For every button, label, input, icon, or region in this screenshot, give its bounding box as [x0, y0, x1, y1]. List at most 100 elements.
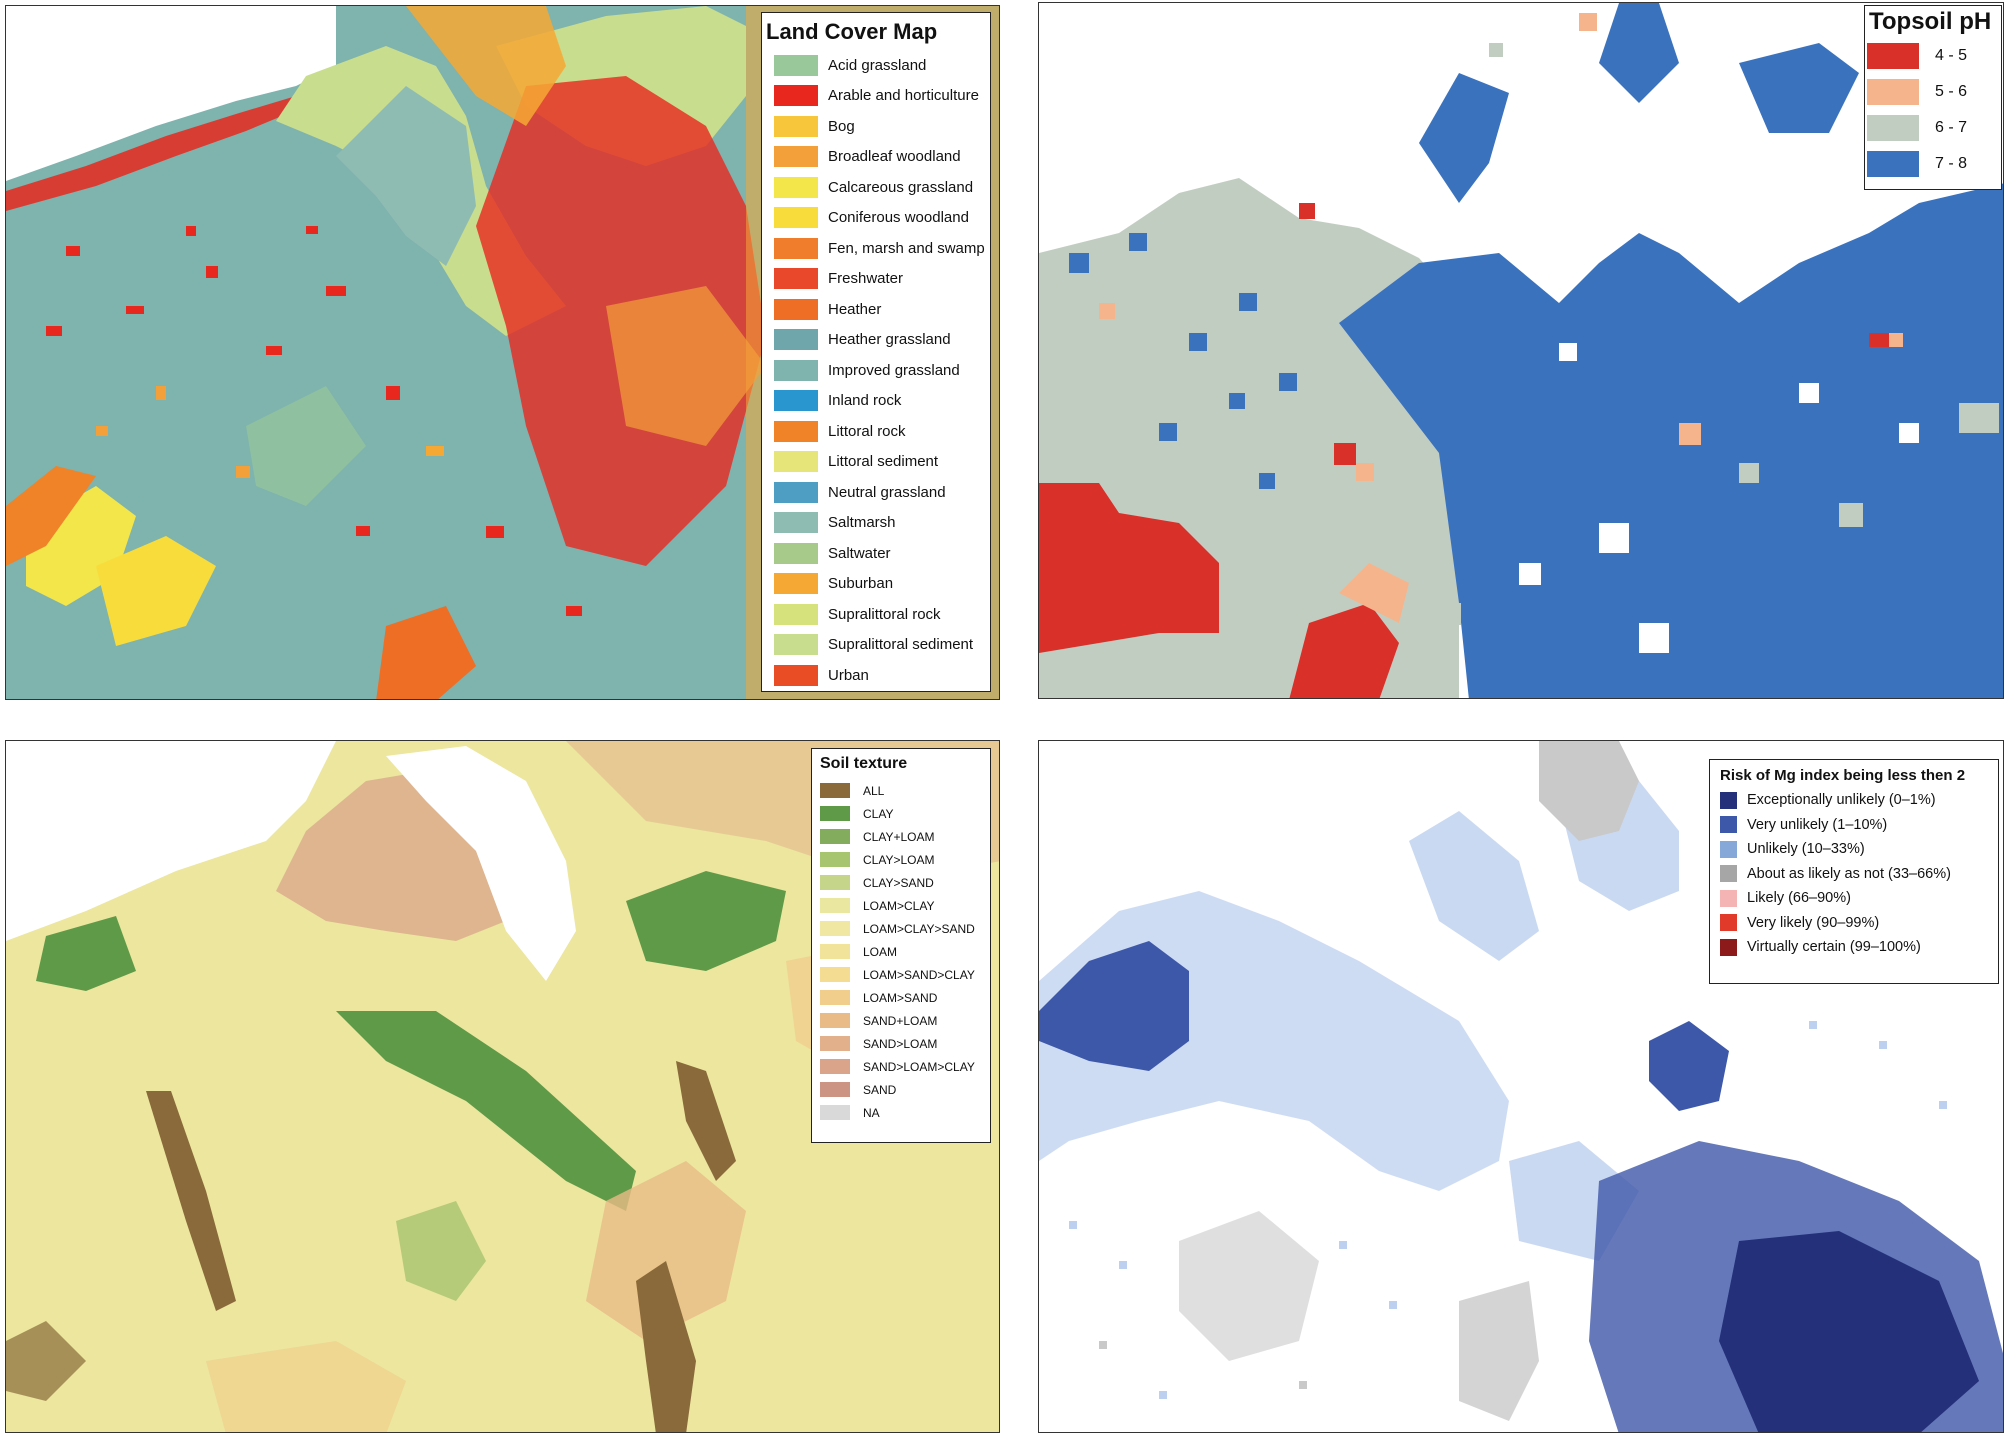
legend-label: Saltwater — [828, 544, 891, 562]
legend-swatch — [1720, 791, 1737, 809]
legend-swatch — [774, 390, 818, 412]
legend-label: CLAY — [863, 806, 894, 821]
legend-swatch — [1720, 816, 1737, 834]
topsoil-ph-map — [1039, 3, 2003, 698]
legend-swatch — [1720, 865, 1737, 883]
legend-entry: LOAM>SAND — [812, 986, 990, 1009]
legend-label: Unlikely (10–33%) — [1747, 841, 1865, 858]
legend-label: 4 - 5 — [1935, 47, 1968, 64]
legend-label: SAND>LOAM — [863, 1036, 938, 1051]
mg-risk-map-panel: Risk of Mg index being less then 2 Excep… — [1038, 740, 2004, 1433]
legend-entry: CLAY — [812, 802, 990, 825]
legend-entry: Very unlikely (1–10%) — [1710, 813, 1998, 838]
legend-swatch — [1867, 151, 1919, 177]
topsoil-ph-legend-rows: 4 - 5 5 - 6 6 - 7 7 - 8 — [1865, 38, 2001, 182]
legend-entry: 4 - 5 — [1865, 38, 2001, 74]
legend-swatch — [1720, 889, 1737, 907]
legend-entry: Virtually certain (99–100%) — [1710, 935, 1998, 960]
legend-swatch — [820, 1036, 850, 1051]
legend-entry: NA — [812, 1101, 990, 1124]
legend-entry: CLAY>LOAM — [812, 848, 990, 871]
legend-entry: About as likely as not (33–66%) — [1710, 862, 1998, 887]
legend-swatch — [774, 603, 818, 625]
legend-label: CLAY>LOAM — [863, 852, 935, 867]
legend-swatch — [774, 237, 818, 259]
legend-swatch — [774, 176, 818, 198]
legend-label: Heather grassland — [828, 331, 951, 349]
legend-entry: 5 - 6 — [1865, 74, 2001, 110]
legend-label: SAND>LOAM>CLAY — [863, 1059, 975, 1074]
legend-entry: Calcareous grassland — [762, 172, 990, 203]
mg-risk-legend: Risk of Mg index being less then 2 Excep… — [1709, 759, 1999, 984]
legend-entry: Broadleaf woodland — [762, 142, 990, 173]
legend-label: Neutral grassland — [828, 483, 946, 501]
legend-entry: LOAM — [812, 940, 990, 963]
soil-texture-legend: Soil texture ALL CLAY CLAY+LOAM CLAY>LOAM CL… — [811, 748, 991, 1143]
legend-entry: Improved grassland — [762, 355, 990, 386]
legend-entry: Arable and horticulture — [762, 81, 990, 112]
legend-swatch — [774, 451, 818, 473]
land-cover-legend-title: Land Cover Map — [766, 19, 938, 44]
legend-entry: Supralittoral sediment — [762, 630, 990, 661]
mg-risk-map — [1039, 741, 2003, 1432]
legend-swatch — [820, 967, 850, 982]
legend-entry: Exceptionally unlikely (0–1%) — [1710, 788, 1998, 813]
legend-swatch — [774, 146, 818, 168]
legend-label: Urban — [828, 666, 869, 684]
legend-label: LOAM>SAND — [863, 990, 938, 1005]
legend-swatch — [774, 359, 818, 381]
legend-swatch — [1867, 43, 1919, 69]
legend-swatch — [774, 85, 818, 107]
topsoil-ph-grid-cells — [1069, 13, 1999, 653]
legend-label: About as likely as not (33–66%) — [1747, 865, 1951, 882]
legend-label: ALL — [863, 783, 885, 798]
legend-label: LOAM>CLAY — [863, 898, 935, 913]
legend-entry: Heather — [762, 294, 990, 325]
legend-entry: Freshwater — [762, 264, 990, 295]
legend-swatch — [820, 875, 850, 890]
legend-swatch — [774, 115, 818, 137]
legend-swatch — [1720, 840, 1737, 858]
legend-label: Fen, marsh and swamp — [828, 239, 985, 257]
legend-entry: Acid grassland — [762, 50, 990, 81]
legend-label: Inland rock — [828, 392, 902, 410]
legend-swatch — [774, 664, 818, 686]
legend-label: Arable and horticulture — [828, 87, 979, 105]
legend-label: Supralittoral sediment — [828, 636, 974, 654]
legend-label: Likely (66–90%) — [1747, 890, 1851, 907]
legend-swatch — [1720, 938, 1737, 956]
legend-swatch — [1867, 79, 1919, 105]
legend-entry: Neutral grassland — [762, 477, 990, 508]
legend-label: Calcareous grassland — [828, 178, 974, 196]
legend-label: Freshwater — [828, 270, 904, 288]
land-cover-legend: Land Cover Map Acid grassland Arable and … — [761, 12, 991, 692]
land-cover-legend-rows: Acid grassland Arable and horticulture Bog… — [762, 50, 990, 691]
legend-entry: SAND>LOAM — [812, 1032, 990, 1055]
legend-swatch — [774, 329, 818, 351]
legend-entry: Likely (66–90%) — [1710, 886, 1998, 911]
legend-entry: Bog — [762, 111, 990, 142]
legend-label: Improved grassland — [828, 361, 960, 379]
legend-swatch — [774, 268, 818, 290]
legend-label: Suburban — [828, 575, 894, 593]
legend-swatch — [820, 852, 850, 867]
legend-label: LOAM>SAND>CLAY — [863, 967, 975, 982]
legend-entry: Very likely (90–99%) — [1710, 911, 1998, 936]
legend-entry: Saltwater — [762, 538, 990, 569]
legend-label: LOAM — [863, 944, 898, 959]
legend-entry: CLAY>SAND — [812, 871, 990, 894]
legend-label: Saltmarsh — [828, 514, 896, 532]
legend-swatch — [820, 898, 850, 913]
legend-entry: 6 - 7 — [1865, 110, 2001, 146]
legend-swatch — [1867, 115, 1919, 141]
topsoil-ph-legend: Topsoil pH 4 - 5 5 - 6 6 - 7 7 - 8 — [1864, 5, 2002, 190]
legend-entry: SAND+LOAM — [812, 1009, 990, 1032]
legend-entry: Saltmarsh — [762, 508, 990, 539]
legend-swatch — [774, 207, 818, 229]
legend-label: NA — [863, 1105, 880, 1120]
soil-texture-legend-rows: ALL CLAY CLAY+LOAM CLAY>LOAM CLAY>SAND LOAM>C… — [812, 779, 990, 1124]
legend-swatch — [774, 512, 818, 534]
legend-label: CLAY>SAND — [863, 875, 934, 890]
legend-swatch — [820, 783, 850, 798]
legend-label: Littoral sediment — [828, 453, 939, 471]
